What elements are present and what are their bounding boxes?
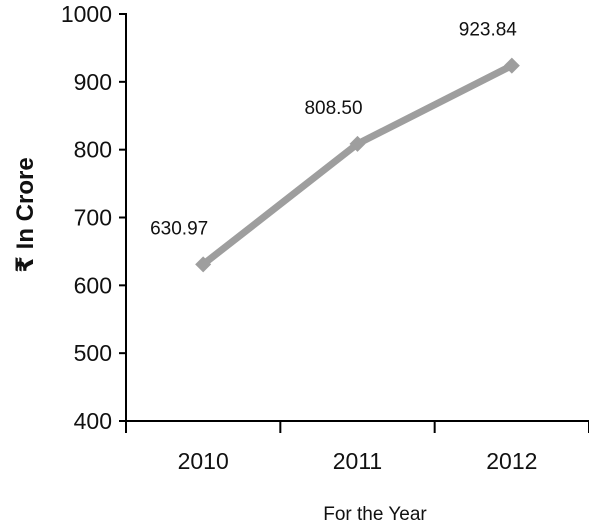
y-tick-label: 900 [74,69,112,95]
y-axis-ticks: 400 500 600 700 800 900 1000 [61,1,126,434]
x-tick-label: 2011 [333,448,382,474]
data-labels: 630.97 808.50 923.84 [150,20,517,240]
y-tick-label: 400 [74,408,112,434]
data-point-marker [349,135,366,152]
x-tick-label: 2012 [486,448,537,474]
axes [125,13,589,422]
data-point-marker [195,256,212,273]
y-tick-label: 600 [74,272,112,298]
series-line [201,62,514,268]
x-axis-title: For the Year [323,504,427,523]
y-tick-label: 1000 [61,1,112,27]
y-tick-label: 700 [74,205,112,231]
y-tick-label: 500 [74,340,112,366]
x-axis-ticks: 2010 2011 2012 [125,421,589,474]
y-axis-title: ₹ In Crore [12,157,39,272]
x-tick-label: 2010 [178,448,229,474]
data-label: 630.97 [150,218,208,239]
data-point-marker [503,57,520,74]
series-group [195,57,520,273]
data-label: 923.84 [459,20,518,41]
y-tick-label: 800 [74,137,112,163]
data-label: 808.50 [304,98,362,119]
